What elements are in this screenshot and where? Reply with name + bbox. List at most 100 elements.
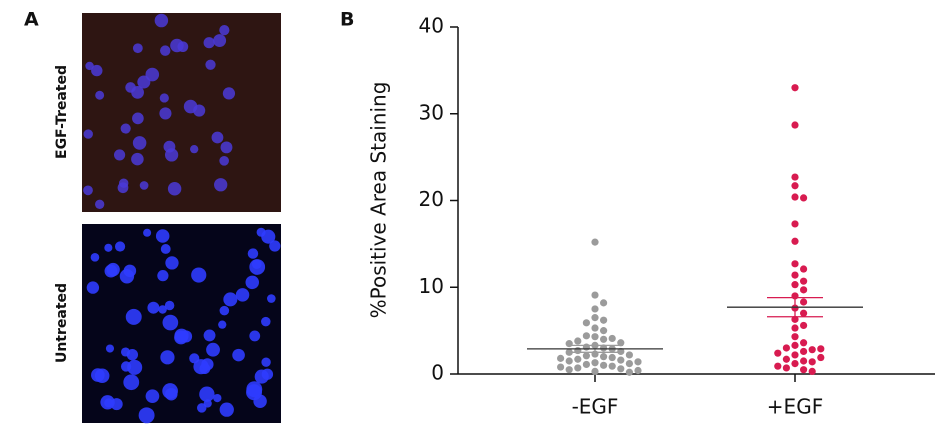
nucleus [127,359,143,375]
data-point [800,347,808,356]
nucleus [104,243,113,252]
data-point [800,357,808,365]
data-point [591,333,599,341]
data-point [582,360,591,369]
data-point [574,364,582,372]
data-point [634,358,642,366]
nucleus [261,316,271,327]
data-point [582,332,591,340]
data-point [625,368,634,376]
nucleus [232,348,245,362]
data-point [791,271,799,279]
data-point [774,349,782,357]
y-tick-label: 30 [419,100,444,124]
nucleus [201,358,214,371]
data-point [617,347,625,356]
nucleus [214,178,228,192]
nucleus [143,228,152,237]
data-point [591,305,599,313]
nucleus [145,389,160,404]
data-point [800,339,808,347]
nucleus [167,181,182,196]
data-point [600,344,608,352]
image-label: EGF-Treated [54,65,70,159]
data-point [565,357,573,365]
data-point [791,281,799,289]
nucleus [199,386,215,402]
data-point [791,173,799,181]
data-point [782,364,791,372]
data-point [574,337,582,345]
nucleus [104,264,118,278]
data-point [800,309,808,317]
data-point [791,237,799,245]
nucleus [219,402,234,417]
nucleus [219,305,230,316]
data-point [591,238,599,246]
nucleus [131,86,144,99]
data-point [600,335,608,343]
nucleus [211,131,224,144]
nucleus [125,308,142,325]
nucleus [203,329,216,342]
nucleus [147,301,160,314]
data-point [800,286,808,294]
nucleus [158,305,167,314]
data-point [782,344,791,352]
data-point [600,316,608,324]
nucleus [139,181,149,190]
data-point [608,334,616,343]
data-point [591,324,599,332]
data-point [574,355,582,363]
nucleus [94,368,110,384]
nucleus [138,407,155,424]
data-point [808,358,816,366]
data-point [791,220,799,228]
x-tick-label: -EGF [572,395,619,419]
data-point [808,367,816,375]
x-tick-label: +EGF [767,395,823,419]
data-point [565,366,573,374]
data-point [791,351,799,359]
nucleus [159,107,172,120]
nucleus [160,45,171,56]
nucleus [113,149,126,161]
nucleus [261,357,271,367]
data-point [574,346,582,355]
data-point [817,353,825,362]
data-point [608,353,616,362]
nucleus [191,267,207,283]
nucleus [245,275,260,290]
nucleus [251,259,262,270]
nucleus [114,241,126,252]
data-point [800,277,808,285]
nucleus [205,59,216,70]
data-point [591,367,599,375]
data-point [591,291,599,299]
data-point [617,356,625,364]
data-point [800,194,808,202]
data-point [608,362,616,370]
data-point [600,327,608,335]
y-tick-label: 0 [431,361,444,385]
nucleus [90,252,100,262]
nucleus [193,104,206,117]
y-tick-label: 40 [419,14,444,38]
data-point [600,299,608,307]
nucleus [165,387,178,401]
nucleus [120,123,131,134]
data-point [791,84,799,92]
nucleus [219,155,229,166]
data-point [600,361,608,369]
nucleus [132,136,147,150]
data-point [800,298,808,306]
nucleus [157,270,169,282]
data-point [582,343,591,351]
nucleus [165,256,179,270]
data-point [791,193,799,201]
nucleus [95,90,105,100]
nucleus [218,320,227,329]
nucleus [85,61,94,71]
data-point [791,324,799,332]
nucleus [131,152,144,166]
